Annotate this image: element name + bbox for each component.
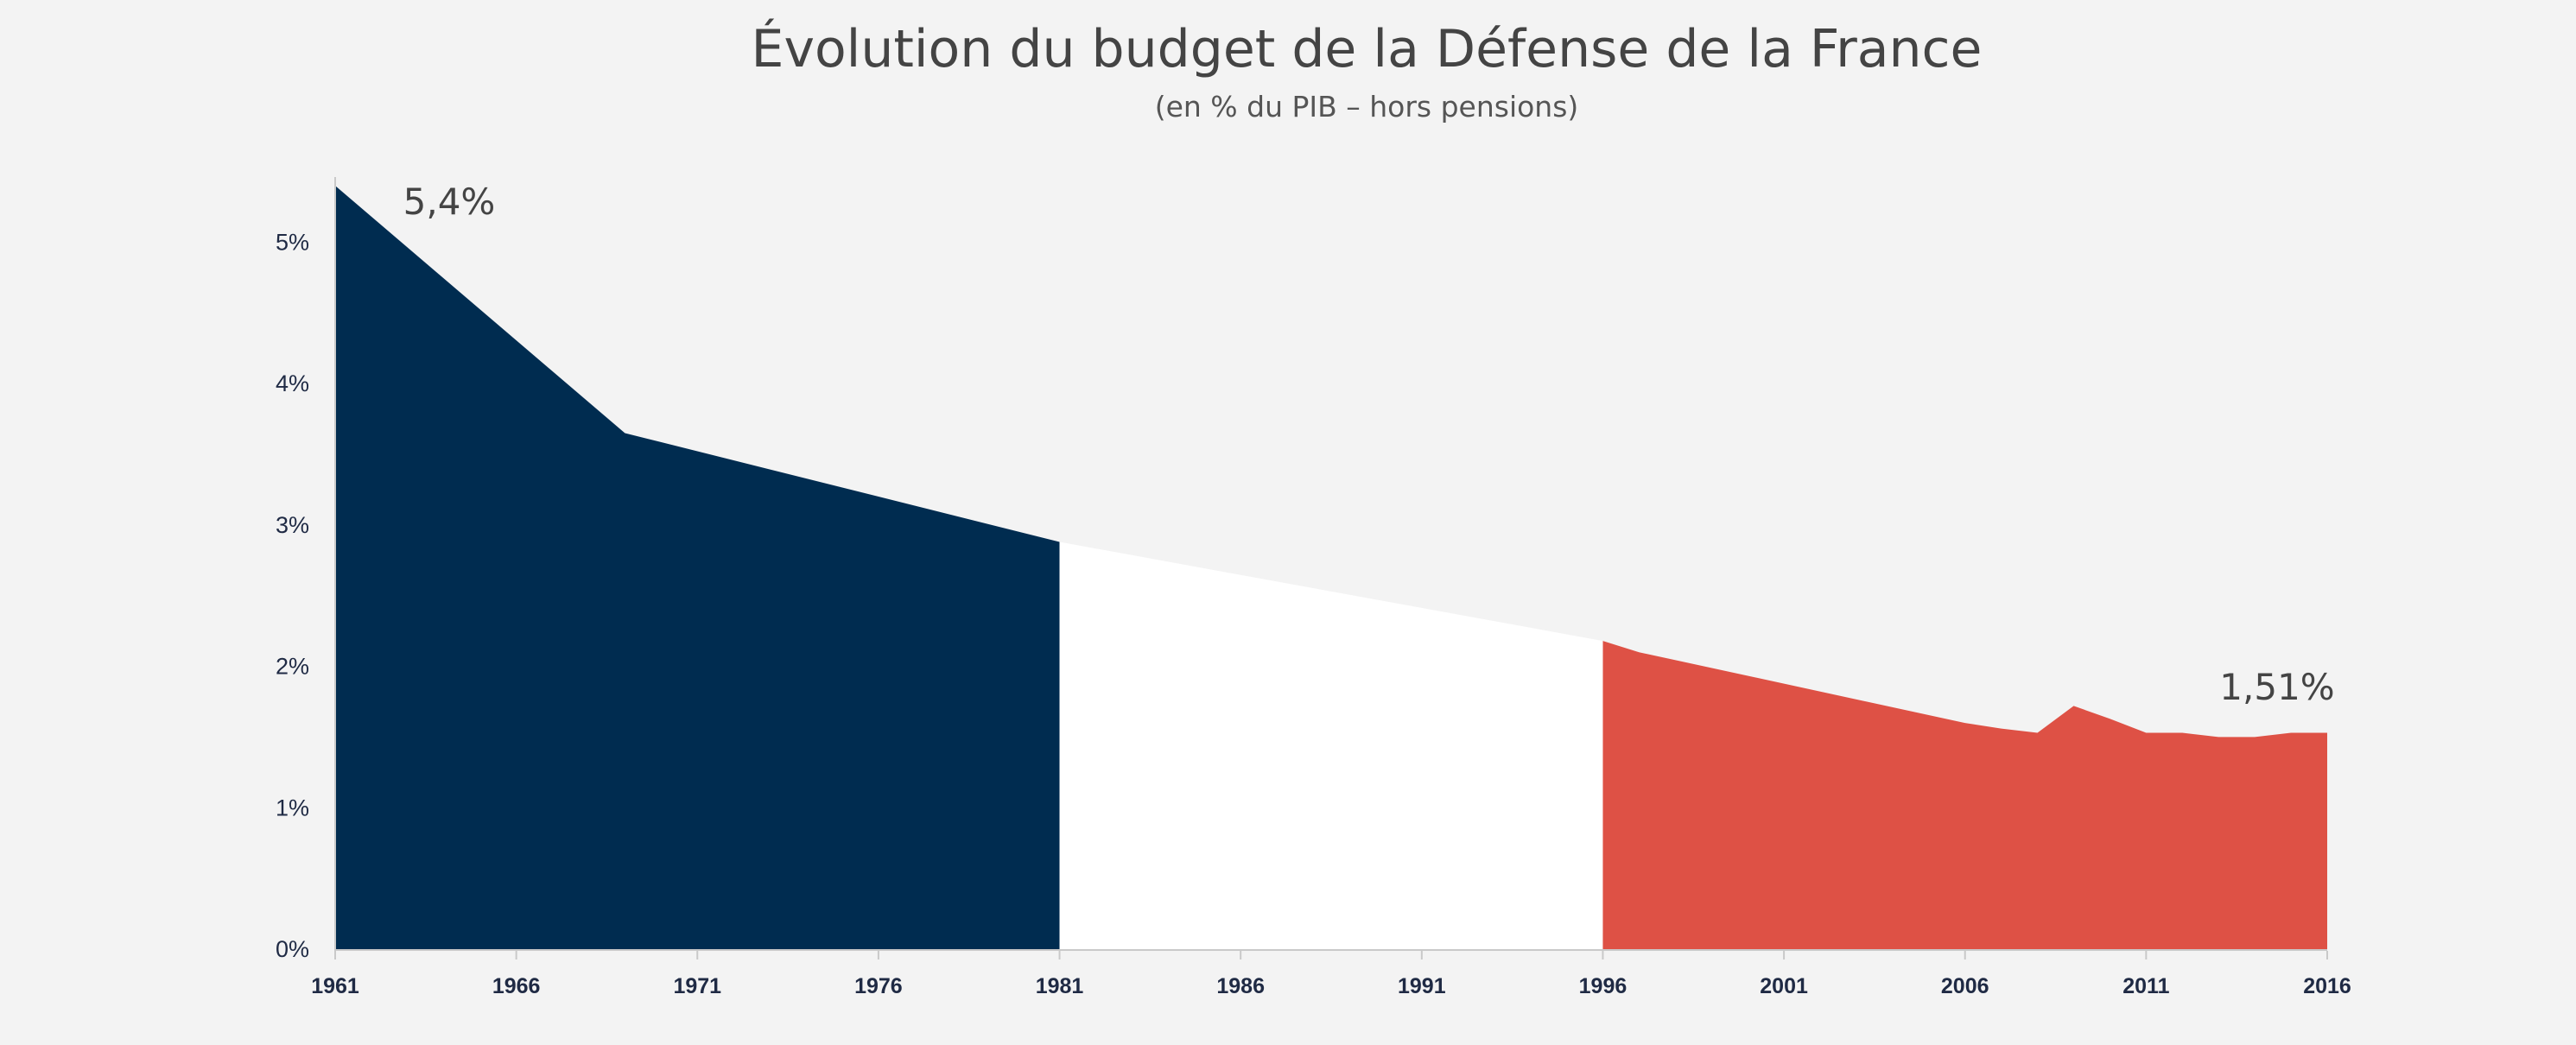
x-tick-label: 1961 xyxy=(311,974,359,998)
x-tick-label: 1971 xyxy=(673,974,721,998)
area-segment-0 xyxy=(335,186,1060,949)
y-axis-ticks: 0% 1% 2% 3% 4% 5% xyxy=(276,229,309,962)
x-tick-label: 1966 xyxy=(492,974,541,998)
chart-title: Évolution du budget de la Défense de la … xyxy=(751,19,1983,79)
x-tick-label: 1976 xyxy=(854,974,903,998)
y-tick-label: 1% xyxy=(276,795,309,820)
axes xyxy=(334,177,2327,956)
area-segments xyxy=(335,186,2327,949)
value-annotation: 1,51% xyxy=(2219,666,2334,708)
x-tick-label: 2011 xyxy=(2122,974,2169,998)
value-annotation: 5,4% xyxy=(403,180,496,223)
chart-subtitle: (en % du PIB – hors pensions) xyxy=(1154,90,1579,124)
y-tick-label: 5% xyxy=(276,229,309,255)
y-tick-label: 0% xyxy=(276,936,309,962)
x-axis-ticks: 1961 1966 1971 1976 1981 1986 1991 1996 2001 2006… xyxy=(311,951,2351,998)
y-tick-label: 2% xyxy=(276,654,309,680)
y-tick-label: 3% xyxy=(276,512,309,538)
x-tick-label: 2016 xyxy=(2303,974,2351,998)
y-tick-label: 4% xyxy=(276,370,309,396)
x-tick-label: 2006 xyxy=(1941,974,1989,998)
area-segment-1 xyxy=(1059,542,1603,949)
x-tick-label: 2001 xyxy=(1760,974,1808,998)
x-tick-label: 1991 xyxy=(1398,974,1446,998)
x-tick-label: 1986 xyxy=(1216,974,1265,998)
annotations: 5,4% 1,51% xyxy=(403,180,2335,708)
x-tick-label: 1996 xyxy=(1579,974,1627,998)
area-segment-2 xyxy=(1602,641,2327,949)
x-tick-label: 1981 xyxy=(1036,974,1084,998)
